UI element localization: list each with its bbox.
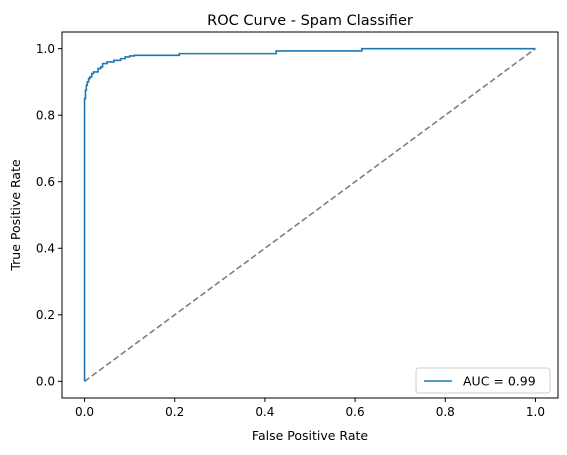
x-tick-label: 0.2 — [165, 405, 184, 419]
x-tick-label: 0.6 — [346, 405, 365, 419]
y-tick-label: 0.6 — [36, 175, 55, 189]
y-tick-label: 0.4 — [36, 242, 55, 256]
x-tick-label: 0.4 — [255, 405, 274, 419]
legend-box — [415, 367, 551, 394]
y-tick-label: 0.8 — [36, 108, 55, 122]
series-layer — [83, 47, 536, 383]
diagonal-reference-line — [84, 47, 536, 383]
x-tick-label: 0.0 — [75, 405, 94, 419]
x-tick-label: 0.8 — [436, 405, 455, 419]
y-axis-label: True Positive Rate — [8, 159, 23, 272]
plot-frame — [61, 31, 559, 399]
legend: AUC = 0.99 — [415, 367, 551, 394]
chart-title: ROC Curve - Spam Classifier — [207, 13, 413, 29]
y-axis-ticks: 0.0 0.2 0.4 0.6 0.8 1.0 — [36, 42, 62, 389]
x-tick-label: 1.0 — [526, 405, 545, 419]
x-axis-label: False Positive Rate — [252, 428, 368, 443]
legend-label: AUC = 0.99 — [463, 374, 536, 389]
y-tick-label: 1.0 — [36, 42, 55, 56]
x-axis-ticks: 0.0 0.2 0.4 0.6 0.8 1.0 — [75, 398, 545, 419]
y-tick-label: 0.0 — [36, 375, 55, 389]
roc-curve-line — [83, 47, 536, 382]
y-tick-label: 0.2 — [36, 308, 55, 322]
